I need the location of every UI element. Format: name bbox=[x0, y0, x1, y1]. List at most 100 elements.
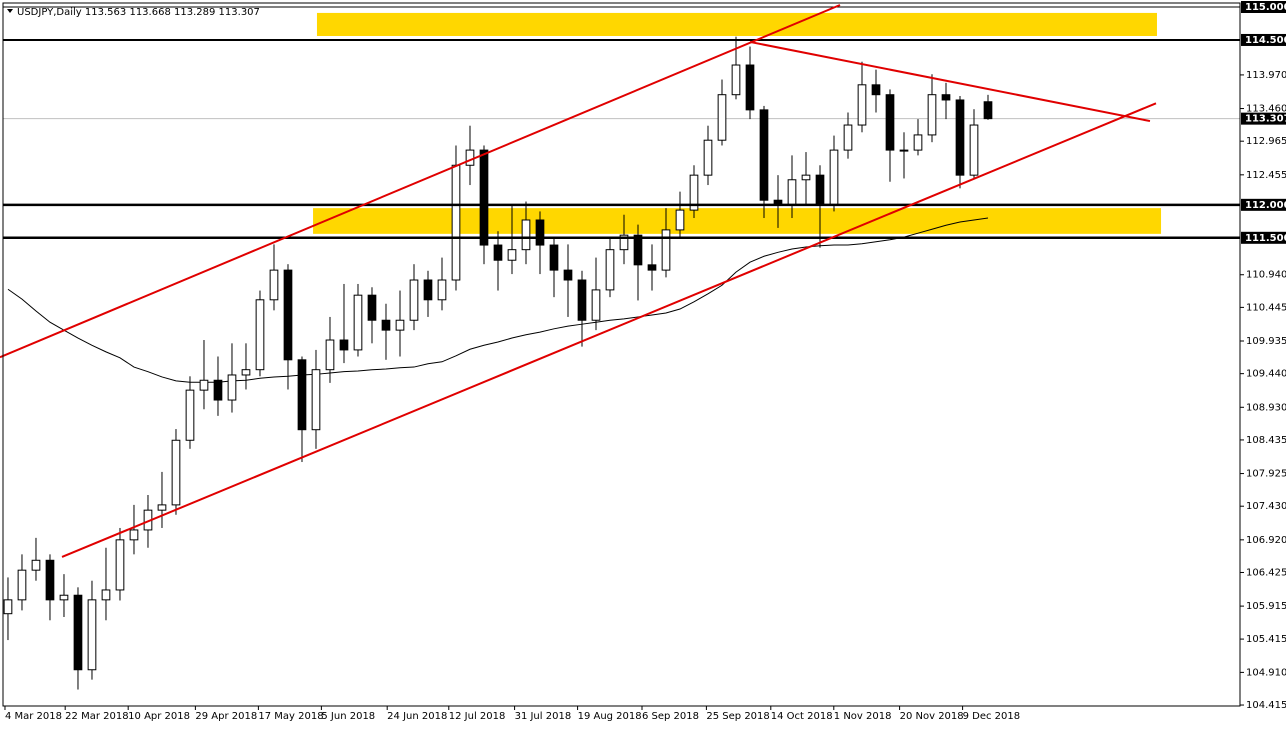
candle-body bbox=[605, 249, 615, 291]
trend-line bbox=[61, 102, 1157, 558]
candle-body bbox=[633, 234, 643, 266]
candle-body bbox=[171, 439, 181, 506]
candle-body bbox=[815, 174, 825, 206]
y-tick-label: 105.915 bbox=[1246, 601, 1286, 612]
candle-body bbox=[507, 249, 517, 261]
candle-body bbox=[787, 179, 797, 206]
candle-body bbox=[969, 124, 979, 176]
y-tick-label: 109.935 bbox=[1246, 336, 1286, 347]
level-label-box bbox=[1241, 1, 1286, 13]
candle-body bbox=[885, 94, 895, 151]
candle-body bbox=[395, 319, 405, 331]
x-tick-label: 19 Aug 2018 bbox=[578, 711, 642, 722]
candle-body bbox=[129, 529, 139, 541]
candle-body bbox=[17, 569, 27, 601]
y-tick-label: 104.415 bbox=[1246, 700, 1286, 711]
candle-body bbox=[647, 264, 657, 271]
x-tick-label: 12 Jul 2018 bbox=[449, 711, 506, 722]
y-tick-label: 112.965 bbox=[1246, 136, 1286, 147]
candle-body bbox=[45, 559, 55, 601]
y-tick-label: 112.455 bbox=[1246, 170, 1286, 181]
plot-area bbox=[0, 4, 1240, 690]
y-tick-label: 108.930 bbox=[1246, 402, 1286, 413]
candle-body bbox=[675, 209, 685, 231]
moving-average bbox=[7, 217, 989, 383]
candle-body bbox=[745, 64, 755, 111]
candle-body bbox=[185, 389, 195, 441]
candle-body bbox=[731, 64, 741, 96]
x-tick-label: 10 Apr 2018 bbox=[128, 711, 190, 722]
x-tick-label: 25 Sep 2018 bbox=[706, 711, 769, 722]
candle-body bbox=[115, 539, 125, 591]
candle-body bbox=[689, 174, 699, 211]
candle-body bbox=[563, 269, 573, 281]
x-tick-label: 5 Jun 2018 bbox=[321, 711, 375, 722]
header: USDJPY,Daily 113.563 113.668 113.289 113… bbox=[17, 7, 260, 18]
x-tick-label: 24 Jun 2018 bbox=[387, 711, 447, 722]
candle-body bbox=[549, 244, 559, 271]
y-tick-label: 106.425 bbox=[1246, 567, 1286, 578]
x-tick-label: 6 Sep 2018 bbox=[642, 711, 699, 722]
y-tick-label: 106.920 bbox=[1246, 535, 1286, 546]
candle-body bbox=[759, 109, 769, 201]
candle-body bbox=[87, 599, 97, 671]
y-tick-label: 107.925 bbox=[1246, 469, 1286, 480]
x-tick-label: 20 Nov 2018 bbox=[900, 711, 964, 722]
candle-body bbox=[955, 99, 965, 176]
menu-arrow[interactable] bbox=[7, 9, 13, 13]
candle-body bbox=[199, 379, 209, 391]
candle-body bbox=[801, 174, 811, 181]
x-tick-label: 22 Mar 2018 bbox=[65, 711, 128, 722]
y-tick-label: 105.415 bbox=[1246, 634, 1286, 645]
candle-body bbox=[451, 164, 461, 281]
level-label-box bbox=[1241, 198, 1286, 211]
candle-body bbox=[983, 101, 993, 120]
candle-body bbox=[941, 94, 951, 101]
candle-body bbox=[465, 149, 475, 166]
candle-body bbox=[423, 279, 433, 301]
candle-body bbox=[227, 374, 237, 401]
y-tick-label: 107.430 bbox=[1246, 501, 1286, 512]
level-label-box bbox=[1241, 33, 1286, 46]
x-tick-label: 31 Jul 2018 bbox=[515, 711, 572, 722]
level-label: 115.000 bbox=[1245, 2, 1286, 13]
current-price-label-box bbox=[1241, 112, 1286, 125]
y-tick-label: 109.440 bbox=[1246, 369, 1286, 380]
candle-body bbox=[31, 559, 41, 571]
zone bbox=[313, 208, 1162, 234]
level-label: 112.000 bbox=[1245, 200, 1286, 211]
candle-body bbox=[255, 299, 265, 371]
y-tick-label: 108.435 bbox=[1246, 435, 1286, 446]
candle-body bbox=[717, 94, 727, 141]
x-tick-label: 29 Apr 2018 bbox=[195, 711, 257, 722]
candle-body bbox=[843, 124, 853, 151]
candle-body bbox=[297, 359, 307, 431]
x-tick-label: 9 Dec 2018 bbox=[963, 711, 1021, 722]
plot-frame bbox=[2, 2, 1241, 707]
level-label-box bbox=[1241, 231, 1286, 244]
candle-body bbox=[479, 149, 489, 246]
y-tick-label: 113.460 bbox=[1246, 104, 1286, 115]
candle-body bbox=[535, 219, 545, 246]
candle-body bbox=[311, 369, 321, 431]
x-tick-label: 4 Mar 2018 bbox=[5, 711, 62, 722]
candle-body bbox=[619, 234, 629, 251]
symbol: USDJPY,Daily bbox=[17, 7, 82, 18]
trend-line bbox=[0, 4, 841, 359]
current-price-label: 113.307 bbox=[1245, 114, 1286, 125]
level-label: 111.500 bbox=[1245, 233, 1286, 244]
x-tick-label: 17 May 2018 bbox=[258, 711, 323, 722]
level-label: 114.500 bbox=[1245, 35, 1286, 46]
candle-body bbox=[213, 379, 223, 401]
candle-body bbox=[339, 339, 349, 351]
low-value: 113.289 bbox=[174, 7, 215, 18]
y-tick-label: 110.445 bbox=[1246, 302, 1286, 313]
candle-body bbox=[283, 269, 293, 361]
candle-body bbox=[493, 244, 503, 261]
candle-body bbox=[661, 229, 671, 271]
candle-body bbox=[157, 504, 167, 511]
candle-body bbox=[325, 339, 335, 371]
y-tick-label: 110.940 bbox=[1246, 270, 1286, 281]
